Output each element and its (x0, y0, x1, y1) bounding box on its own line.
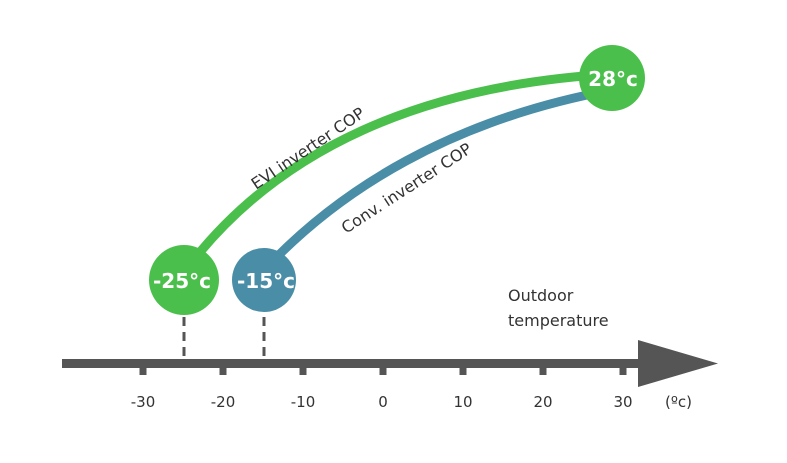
evi-series-label: EVI inverter COP (248, 103, 369, 193)
conv-start-label: -15°c (237, 269, 295, 293)
x-tick-label: 0 (378, 393, 388, 411)
end-bubble (579, 45, 645, 111)
x-tick-label: 10 (453, 393, 472, 411)
x-tick-mark (619, 367, 627, 375)
x-tick-label: 30 (613, 393, 632, 411)
x-tick-label: -30 (131, 393, 156, 411)
evi-start-label: -25°c (153, 269, 211, 293)
x-tick-label: 20 (533, 393, 552, 411)
x-tick-mark (379, 367, 387, 375)
end-label: 28°c (588, 67, 638, 91)
x-axis-unit: (ºc) (665, 393, 692, 411)
x-axis-title-line1: Outdoor (508, 286, 574, 305)
x-tick-mark (139, 367, 147, 375)
x-tick-label: -20 (211, 393, 236, 411)
evi-inverter-cop-curve (187, 69, 617, 267)
x-tick-mark (219, 367, 227, 375)
x-axis-bar (62, 359, 640, 368)
conv-start-bubble (232, 248, 296, 312)
evi-start-bubble (149, 245, 219, 315)
x-axis-title-line2: temperature (508, 311, 609, 330)
x-tick-mark (299, 367, 307, 375)
conv-inverter-cop-curve (262, 85, 617, 272)
x-axis-arrowhead (638, 340, 718, 387)
x-tick-mark (539, 367, 547, 375)
x-tick-mark (459, 367, 467, 375)
x-tick-label: -10 (291, 393, 316, 411)
